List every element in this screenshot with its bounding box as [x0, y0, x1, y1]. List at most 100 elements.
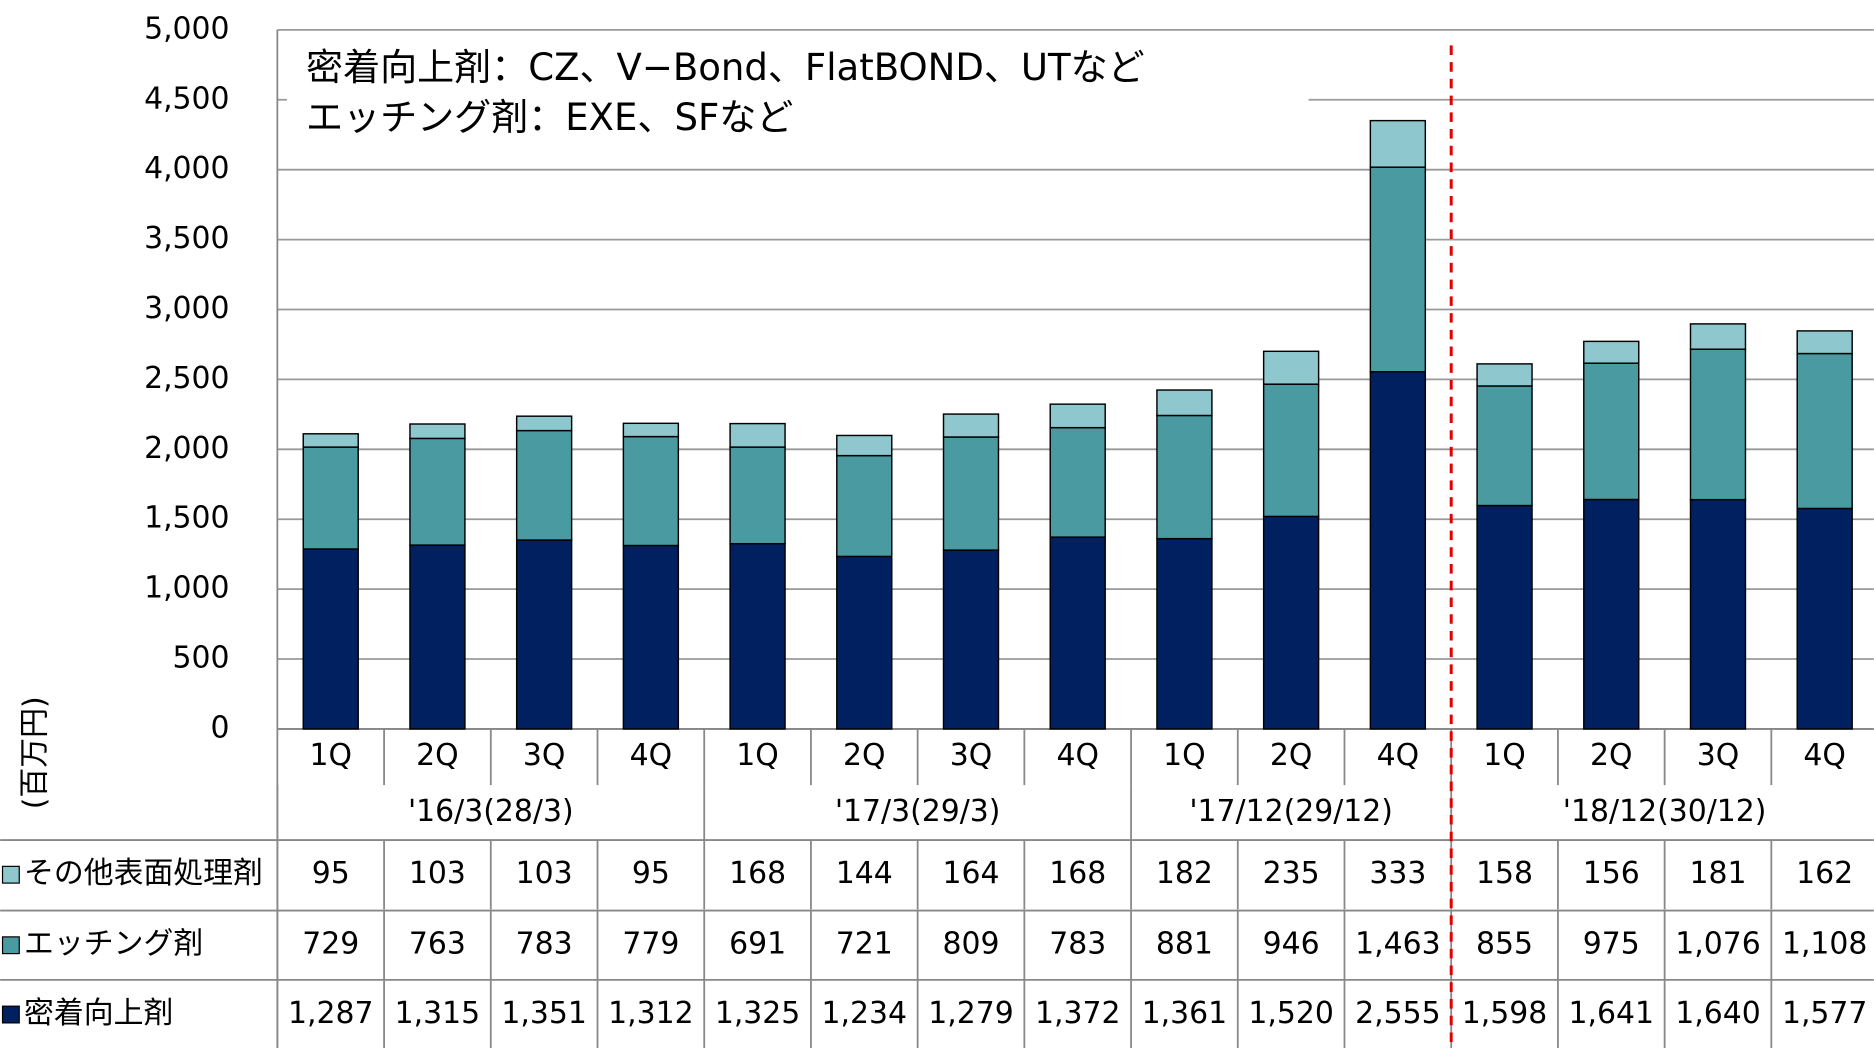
x-tick-label: 2Q — [1270, 738, 1313, 773]
bar-segment — [1476, 385, 1533, 507]
x-tick-label: 2Q — [416, 738, 459, 773]
bar-segment — [409, 437, 466, 546]
legend-swatch — [1, 1005, 20, 1024]
bar-segment — [729, 446, 786, 545]
x-tick-label: 4Q — [1803, 738, 1846, 773]
table-value: 235 — [1263, 856, 1320, 891]
y-tick-label: 4,500 — [144, 81, 229, 116]
y-tick-label: 1,000 — [144, 571, 229, 606]
y-tick-label: 4,000 — [144, 151, 229, 186]
bar-segment — [942, 413, 1000, 438]
bar-segment — [622, 544, 680, 730]
table-value: 1,076 — [1675, 927, 1760, 962]
group-label: '16/3(28/3) — [408, 794, 574, 829]
table-value: 162 — [1796, 856, 1853, 891]
y-tick-label: 5,000 — [144, 11, 229, 46]
table-value: 783 — [1049, 927, 1106, 962]
table-value: 1,641 — [1569, 996, 1654, 1031]
legend-label: エッチング剤 — [24, 927, 203, 962]
bar-segment — [1369, 119, 1427, 168]
x-tick-label: 4Q — [630, 738, 673, 773]
group-label: '17/3(29/3) — [835, 794, 1001, 829]
bar-segment — [1156, 414, 1213, 540]
table-value: 333 — [1369, 856, 1426, 891]
table-value: 1,279 — [928, 996, 1013, 1031]
bar-segment — [1796, 330, 1853, 355]
bar-segment — [1476, 363, 1533, 387]
bar-segment — [1476, 504, 1533, 730]
bar-segment — [1796, 507, 1853, 730]
table-value: 975 — [1583, 927, 1640, 962]
annotation-box — [286, 38, 1309, 149]
table-value: 1,234 — [822, 996, 907, 1031]
y-tick-label: 500 — [173, 641, 230, 676]
annotation: 密着向上剤：CZ、V−Bond、FlatBOND、UTなど — [306, 46, 1145, 89]
y-tick-label: 3,500 — [144, 221, 229, 256]
table-value: 144 — [836, 856, 893, 891]
table-value: 168 — [1049, 856, 1106, 891]
bar-segment — [409, 423, 466, 440]
legend-swatch — [1, 936, 20, 955]
table-value: 2,555 — [1355, 996, 1440, 1031]
bar-segment — [1583, 362, 1640, 501]
bar-segment — [1369, 166, 1427, 373]
table-value: 809 — [942, 927, 999, 962]
y-tick-label: 1,500 — [144, 501, 229, 536]
table-value: 763 — [409, 927, 466, 962]
bar-segment — [729, 422, 786, 448]
legend-label: 密着向上剤 — [24, 996, 173, 1031]
bar-segment — [1262, 515, 1320, 730]
table-value: 1,315 — [395, 996, 480, 1031]
bar-segment — [1796, 352, 1853, 510]
bar-segment — [942, 436, 1000, 551]
bar-segment — [1049, 536, 1106, 730]
y-axis-label: (百万円) — [17, 696, 52, 809]
bar-segment — [1049, 403, 1106, 429]
table-value: 103 — [409, 856, 466, 891]
y-tick-label: 2,500 — [144, 361, 229, 396]
legend-swatch — [1, 865, 20, 884]
bar-segment — [942, 549, 1000, 730]
x-tick-label: 3Q — [523, 738, 566, 773]
table-value: 1,640 — [1675, 996, 1760, 1031]
table-value: 181 — [1689, 856, 1746, 891]
table-value: 168 — [729, 856, 786, 891]
bar-segment — [1583, 498, 1640, 730]
table-value: 1,463 — [1355, 927, 1440, 962]
bar-segment — [836, 434, 893, 457]
bar-segment — [1156, 389, 1213, 417]
table-value: 1,598 — [1462, 996, 1547, 1031]
bar-segment — [729, 542, 786, 730]
x-tick-label: 1Q — [736, 738, 779, 773]
table-value: 182 — [1156, 856, 1213, 891]
x-tick-label: 4Q — [1056, 738, 1099, 773]
x-tick-label: 4Q — [1377, 738, 1420, 773]
bar-segment — [302, 548, 359, 730]
x-tick-label: 2Q — [1590, 738, 1633, 773]
bar-segment — [302, 433, 359, 448]
table-value: 729 — [302, 927, 359, 962]
bar-segment — [1583, 340, 1640, 364]
table-value: 1,287 — [288, 996, 373, 1031]
annotation: エッチング剤：EXE、SFなど — [306, 96, 793, 139]
table-value: 1,577 — [1782, 996, 1867, 1031]
x-tick-label: 1Q — [1163, 738, 1206, 773]
y-tick-label: 2,000 — [144, 431, 229, 466]
table-value: 95 — [632, 856, 670, 891]
table-value: 1,312 — [608, 996, 693, 1031]
x-tick-label: 1Q — [309, 738, 352, 773]
group-label: '18/12(30/12) — [1563, 794, 1767, 829]
table-value: 156 — [1583, 856, 1640, 891]
bar-segment — [836, 555, 893, 730]
table-value: 721 — [836, 927, 893, 962]
y-tick-label: 0 — [211, 710, 230, 745]
x-tick-label: 2Q — [843, 738, 886, 773]
table-value: 95 — [312, 856, 350, 891]
table-value: 1,325 — [715, 996, 800, 1031]
bar-segment — [515, 539, 573, 730]
table-value: 1,108 — [1782, 927, 1867, 962]
bar-segment — [409, 544, 466, 730]
table-value: 103 — [516, 856, 573, 891]
table-value: 1,361 — [1142, 996, 1227, 1031]
